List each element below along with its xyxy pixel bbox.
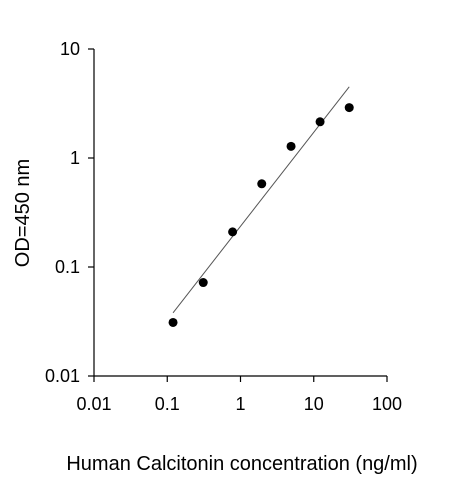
- data-point: [257, 179, 267, 189]
- y-axis-label: OD=450 nm: [12, 159, 34, 267]
- x-axis-label: Human Calcitonin concentration (ng/ml): [66, 453, 417, 475]
- data-point: [198, 278, 208, 288]
- data-point: [344, 103, 354, 113]
- data-point: [168, 317, 178, 327]
- y-tick-label: 1: [70, 148, 80, 168]
- y-tick-label: 10: [60, 39, 80, 59]
- data-point: [228, 227, 238, 237]
- axes: [93, 49, 387, 377]
- x-tick-label: 10: [304, 394, 324, 414]
- data-point: [286, 141, 296, 151]
- x-tick-label: 0.1: [155, 394, 180, 414]
- x-tick-label: 1: [235, 394, 245, 414]
- tick-marks: [88, 48, 388, 382]
- y-tick-label: 0.01: [45, 366, 80, 386]
- data-point: [315, 117, 325, 127]
- x-tick-label: 100: [372, 394, 402, 414]
- y-tick-label: 0.1: [55, 257, 80, 277]
- tick-labels: 0.01 0.1 1 10 100 0.01 0.1 1 10: [45, 39, 402, 414]
- x-tick-label: 0.01: [76, 394, 111, 414]
- data-points: [168, 103, 354, 327]
